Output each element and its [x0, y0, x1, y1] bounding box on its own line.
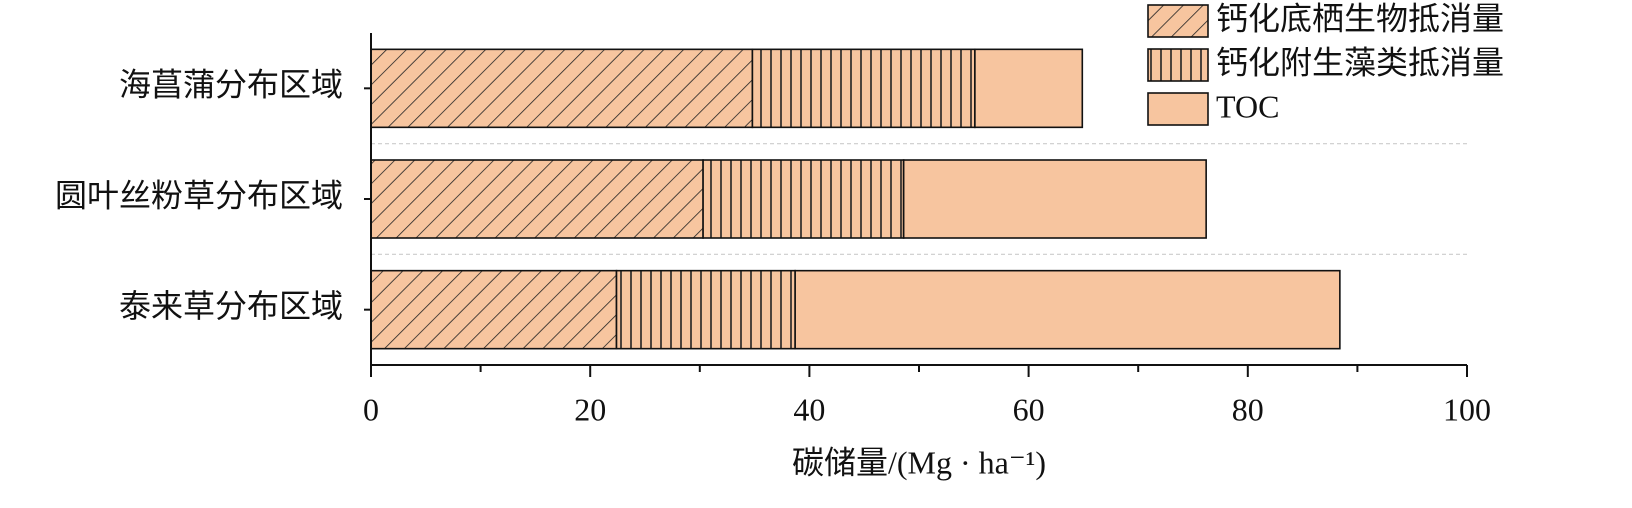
- x-tick-label: 40: [793, 391, 825, 427]
- x-tick-label: 0: [363, 391, 379, 427]
- legend-swatch: [1147, 48, 1209, 82]
- x-tick-label: 20: [574, 391, 606, 427]
- y-tick-label: 泰来草分布区域: [119, 288, 343, 324]
- x-tick-label: 60: [1013, 391, 1045, 427]
- legend-swatch: [1147, 4, 1209, 38]
- legend-label: 钙化附生藻类抵消量: [1216, 44, 1504, 80]
- bar-segment: [902, 159, 1207, 239]
- bar-segment: [702, 159, 905, 239]
- x-tick-label: 100: [1443, 391, 1491, 427]
- bar-segment: [370, 269, 618, 350]
- x-tick-label: 80: [1232, 391, 1264, 427]
- y-tick-label: 海菖蒲分布区域: [119, 67, 343, 103]
- y-tick-label: 圆叶丝粉草分布区域: [55, 177, 343, 213]
- x-axis-title: 碳储量/(Mg · ha⁻¹): [792, 444, 1046, 480]
- legend-label: 钙化底栖生物抵消量: [1216, 0, 1504, 36]
- bar-segment: [370, 48, 754, 129]
- bar-segment: [974, 48, 1084, 129]
- bar-segment: [370, 159, 704, 239]
- legend-swatch: [1147, 92, 1209, 126]
- bar-segment: [794, 269, 1341, 350]
- bar-segment: [615, 269, 796, 350]
- bar-segment: [751, 48, 976, 129]
- legend-label: TOC: [1216, 88, 1279, 124]
